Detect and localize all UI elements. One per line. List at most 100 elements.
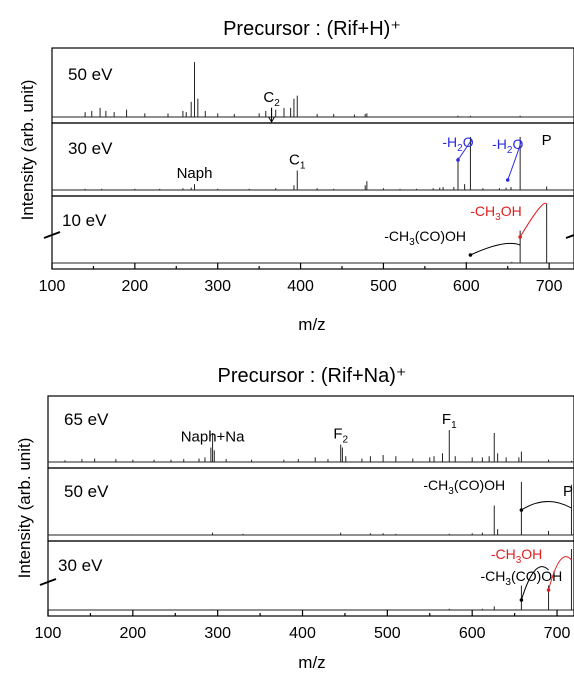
x-axis-ticks: 100 200 300 400 500 600 700 xyxy=(35,610,571,642)
peak-annotation: Naph+Na xyxy=(181,429,245,446)
annotation-main: C xyxy=(263,89,274,106)
x-tick-label: 600 xyxy=(453,278,480,295)
chart-title-text: Precursor : (Rif+Na)⁺ xyxy=(218,365,407,387)
panel-label-10ev: 10 eV xyxy=(62,211,107,230)
annotation-tail: (CO)OH xyxy=(511,568,562,584)
loss-arrow xyxy=(520,566,549,601)
x-tick-label: 300 xyxy=(204,278,231,295)
annotation-main: Naph xyxy=(177,165,213,182)
panel-frame-50ev xyxy=(51,47,574,124)
panel-label-30ev: 30 eV xyxy=(58,556,103,575)
x-tick-label: 500 xyxy=(374,625,401,642)
panel-label-50ev: 50 eV xyxy=(68,65,113,84)
annotation-subscript: 2 xyxy=(342,435,348,446)
annotation-main: -CH xyxy=(423,477,448,493)
annotation-main: Naph+Na xyxy=(181,429,245,446)
peak-annotation: -CH3OH xyxy=(470,203,521,223)
peak-annotation: C1 xyxy=(289,152,306,172)
x-tick-label: 500 xyxy=(370,278,397,295)
loss-arrow xyxy=(470,242,521,256)
x-axis-label: m/z xyxy=(298,653,325,672)
peak-annotation: P xyxy=(563,483,573,500)
x-tick-label: 600 xyxy=(459,625,486,642)
panel-frame-10ev xyxy=(51,195,574,270)
peak-annotation: F2 xyxy=(333,426,348,446)
annotation-main: -CH xyxy=(491,546,516,562)
peak-annotation: P xyxy=(542,132,552,149)
annotation-main: -H xyxy=(492,136,507,152)
annotation-tail: (CO)OH xyxy=(415,228,466,244)
loss-arrowhead xyxy=(518,235,522,239)
spectrum-65ev xyxy=(48,430,574,463)
chart-title: Precursor : (Rif+H)⁺ xyxy=(223,18,401,40)
x-axis-ticks: 100 200 300 400 500 600 700 xyxy=(39,263,563,295)
spectrum-30ev xyxy=(52,136,574,191)
annotation-main: -CH xyxy=(384,228,409,244)
annotation-main: P xyxy=(542,132,552,149)
panel-frame-30ev xyxy=(51,122,574,197)
loss-arrow xyxy=(548,556,572,591)
loss-arrow xyxy=(519,202,548,238)
loss-arrow xyxy=(457,140,472,161)
peak-annotation: Naph xyxy=(177,165,213,182)
annotation-main: F xyxy=(333,426,342,443)
x-tick-label: 700 xyxy=(536,278,563,295)
peak-annotation: F1 xyxy=(442,411,457,431)
x-tick-label: 100 xyxy=(39,278,66,295)
peak-annotation: -CH3(CO)OH xyxy=(423,477,505,497)
loss-arrowhead xyxy=(519,508,524,512)
chart-rif-na: Precursor : (Rif+Na)⁺ Intensity (arb. un… xyxy=(15,365,574,672)
annotation-subscript: 1 xyxy=(300,161,306,172)
axis-break-left xyxy=(43,231,61,239)
chart-rif-h: Precursor : (Rif+H)⁺ Intensity (arb. uni… xyxy=(18,18,574,334)
axis-break-right xyxy=(565,234,574,239)
annotation-tail: (CO)OH xyxy=(454,477,505,493)
loss-arrowhead xyxy=(505,178,510,182)
annotation-tail: OH xyxy=(521,546,542,562)
chart-title: Precursor : (Rif+Na)⁺ xyxy=(218,365,407,387)
peak-annotation: C2 xyxy=(263,89,280,109)
x-tick-label: 700 xyxy=(544,625,571,642)
panel-label-65ev: 65 eV xyxy=(64,410,109,429)
annotation-subscript: 3 xyxy=(495,212,501,223)
peak-annotation: -H2O xyxy=(492,136,523,156)
annotation-main: F xyxy=(442,411,451,428)
x-tick-label: 300 xyxy=(204,625,231,642)
loss-arrow xyxy=(521,501,572,511)
annotation-subscript: 2 xyxy=(274,98,280,109)
annotation-main: C xyxy=(289,152,300,169)
x-tick-label: 400 xyxy=(289,625,316,642)
annotation-main: P xyxy=(563,483,573,500)
annotation-subscript: 3 xyxy=(448,486,454,497)
annotation-subscript: 3 xyxy=(516,555,522,566)
peak-annotation: -CH3(CO)OH xyxy=(481,568,563,588)
loss-arrowhead xyxy=(546,588,551,592)
y-axis-label-text: Intensity (arb. unit) xyxy=(15,438,34,579)
annotation-main: -CH xyxy=(481,568,506,584)
x-axis-label: m/z xyxy=(298,315,325,334)
annotation-main: -H xyxy=(442,134,457,150)
spectrum-30ev xyxy=(48,549,574,611)
panel-frame-65ev xyxy=(47,395,574,469)
annotation-tail: O xyxy=(512,136,523,152)
peak-annotation: -H2O xyxy=(442,134,473,154)
x-tick-label: 200 xyxy=(119,625,146,642)
peak-annotation: -CH3OH xyxy=(491,546,542,566)
axis-break-left xyxy=(39,578,57,586)
spectrum-50ev xyxy=(52,62,574,118)
annotation-main: -CH xyxy=(470,203,495,219)
annotation-arrowhead xyxy=(268,116,275,123)
y-axis-label: Intensity (arb. unit) xyxy=(18,80,37,221)
x-tick-label: 200 xyxy=(122,278,149,295)
peak-annotation: -CH3(CO)OH xyxy=(384,228,466,248)
chart-title-text: Precursor : (Rif+H)⁺ xyxy=(223,18,401,40)
x-tick-label: 100 xyxy=(35,625,62,642)
annotation-tail: OH xyxy=(501,203,522,219)
panel-label-30ev: 30 eV xyxy=(68,139,113,158)
annotation-tail: O xyxy=(463,134,474,150)
y-axis-label: Intensity (arb. unit) xyxy=(15,438,34,579)
y-axis-label-text: Intensity (arb. unit) xyxy=(18,80,37,221)
